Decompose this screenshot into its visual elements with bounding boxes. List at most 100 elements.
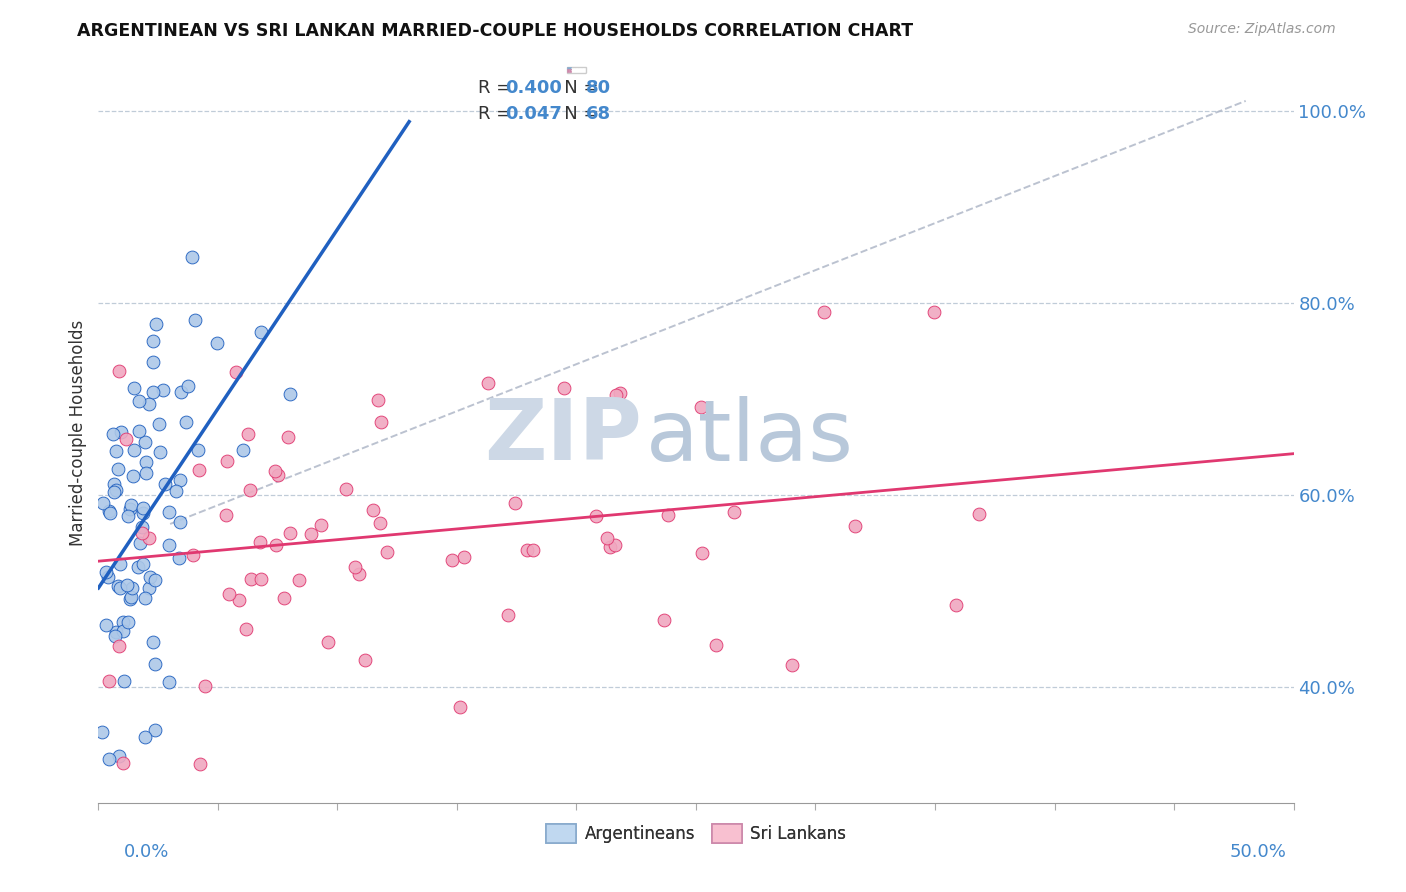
- Text: N =: N =: [547, 105, 603, 123]
- Point: [112, 624, 135, 638]
- Text: atlas: atlas: [645, 396, 853, 479]
- Point: [723, 505, 745, 519]
- Point: [553, 381, 575, 395]
- Point: [353, 653, 375, 667]
- Point: [264, 538, 287, 552]
- Point: [122, 469, 145, 483]
- Point: [603, 538, 626, 552]
- Point: [278, 526, 301, 541]
- Point: [176, 415, 198, 429]
- Point: [127, 560, 149, 574]
- Text: 80: 80: [586, 79, 612, 97]
- Point: [104, 629, 127, 643]
- Point: [215, 508, 238, 522]
- Point: [453, 549, 475, 564]
- Point: [138, 581, 160, 595]
- Point: [370, 415, 392, 429]
- Point: [249, 572, 271, 586]
- Text: ARGENTINEAN VS SRI LANKAN MARRIED-COUPLE HOUSEHOLDS CORRELATION CHART: ARGENTINEAN VS SRI LANKAN MARRIED-COUPLE…: [77, 22, 914, 40]
- Point: [122, 443, 145, 458]
- Point: [844, 518, 866, 533]
- Point: [157, 675, 180, 690]
- Point: [181, 250, 204, 264]
- Point: [813, 305, 835, 319]
- Point: [922, 305, 945, 319]
- Point: [135, 467, 157, 481]
- Point: [131, 500, 153, 515]
- Point: [596, 531, 619, 545]
- Point: [120, 592, 142, 607]
- Point: [157, 504, 180, 518]
- Point: [98, 507, 121, 521]
- Point: [266, 467, 288, 482]
- Point: [780, 658, 803, 673]
- Point: [169, 515, 191, 529]
- Point: [228, 593, 250, 607]
- Point: [690, 401, 713, 415]
- Point: [91, 724, 114, 739]
- Point: [117, 615, 139, 630]
- Point: [142, 384, 165, 399]
- Point: [205, 335, 228, 350]
- Point: [112, 756, 135, 771]
- Point: [277, 430, 299, 444]
- Point: [104, 625, 127, 640]
- Point: [108, 364, 131, 378]
- Point: [187, 443, 209, 458]
- Point: [94, 618, 117, 632]
- Point: [97, 570, 120, 584]
- Point: [120, 590, 142, 604]
- Point: [98, 504, 121, 518]
- Point: [169, 474, 191, 488]
- Point: [134, 435, 156, 450]
- Point: [343, 559, 366, 574]
- Point: [652, 613, 675, 627]
- Text: N =: N =: [547, 79, 603, 97]
- Point: [135, 454, 157, 468]
- Text: 50.0%: 50.0%: [1230, 843, 1286, 861]
- Text: R =: R =: [478, 79, 517, 97]
- Point: [496, 607, 519, 622]
- Point: [170, 385, 193, 400]
- Point: [166, 484, 188, 499]
- Point: [516, 543, 538, 558]
- Point: [503, 496, 526, 510]
- Point: [155, 477, 177, 491]
- Point: [232, 443, 254, 458]
- Point: [131, 525, 153, 540]
- Point: [103, 485, 125, 500]
- Point: [177, 379, 200, 393]
- Point: [108, 639, 131, 653]
- Point: [347, 567, 370, 582]
- Point: [194, 679, 217, 693]
- Point: [375, 545, 398, 559]
- Point: [967, 507, 990, 521]
- Point: [131, 506, 153, 520]
- Point: [138, 397, 160, 411]
- Y-axis label: Married-couple Households: Married-couple Households: [69, 319, 87, 546]
- Legend: Argentineans, Sri Lankans: Argentineans, Sri Lankans: [540, 817, 852, 850]
- Point: [108, 557, 131, 571]
- Point: [363, 503, 385, 517]
- Text: Source: ZipAtlas.com: Source: ZipAtlas.com: [1188, 22, 1336, 37]
- Point: [104, 483, 127, 498]
- Point: [239, 572, 262, 586]
- Point: [585, 509, 607, 524]
- Point: [132, 558, 155, 572]
- Point: [704, 638, 727, 652]
- Point: [101, 427, 124, 442]
- Point: [599, 540, 621, 554]
- Point: [145, 317, 167, 331]
- Point: [121, 582, 143, 596]
- Point: [149, 445, 172, 459]
- Text: R =: R =: [478, 105, 517, 123]
- Point: [115, 578, 138, 592]
- Point: [145, 723, 167, 737]
- Point: [138, 532, 160, 546]
- Point: [263, 464, 285, 478]
- Point: [522, 542, 544, 557]
- Point: [181, 548, 204, 562]
- Point: [278, 387, 301, 401]
- Point: [107, 462, 129, 476]
- Text: 0.0%: 0.0%: [124, 843, 169, 861]
